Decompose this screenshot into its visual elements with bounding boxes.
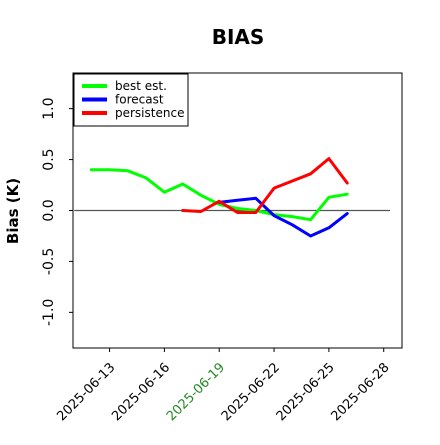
series-line-forecast [217, 196, 349, 238]
series-line-persistence [181, 157, 349, 214]
x-tick-label: 2025-06-16 [109, 360, 173, 424]
y-axis-label: Bias (K) [4, 178, 22, 244]
x-tick-label: 2025-06-13 [54, 360, 118, 424]
y-tick-label: 0.0 [41, 199, 57, 221]
x-tick-label: 2025-06-19 [164, 360, 228, 424]
x-tick-label: 2025-06-22 [219, 360, 283, 424]
plot-area: -1.0-0.50.00.51.02025-06-132025-06-16202… [41, 72, 403, 424]
legend-label: best est. [115, 79, 167, 93]
y-tick-label: -0.5 [41, 248, 57, 275]
series-line-best-est [89, 168, 349, 222]
x-tick-label: 2025-06-28 [329, 360, 393, 424]
x-tick-label: 2025-06-25 [274, 360, 338, 424]
legend-label: forecast [115, 93, 164, 107]
y-tick-label: 0.5 [41, 148, 57, 170]
legend-label: persistence [115, 106, 184, 120]
y-tick-label: -1.0 [41, 299, 57, 326]
chart-title: BIAS [212, 25, 265, 49]
y-tick-label: 1.0 [41, 98, 57, 120]
